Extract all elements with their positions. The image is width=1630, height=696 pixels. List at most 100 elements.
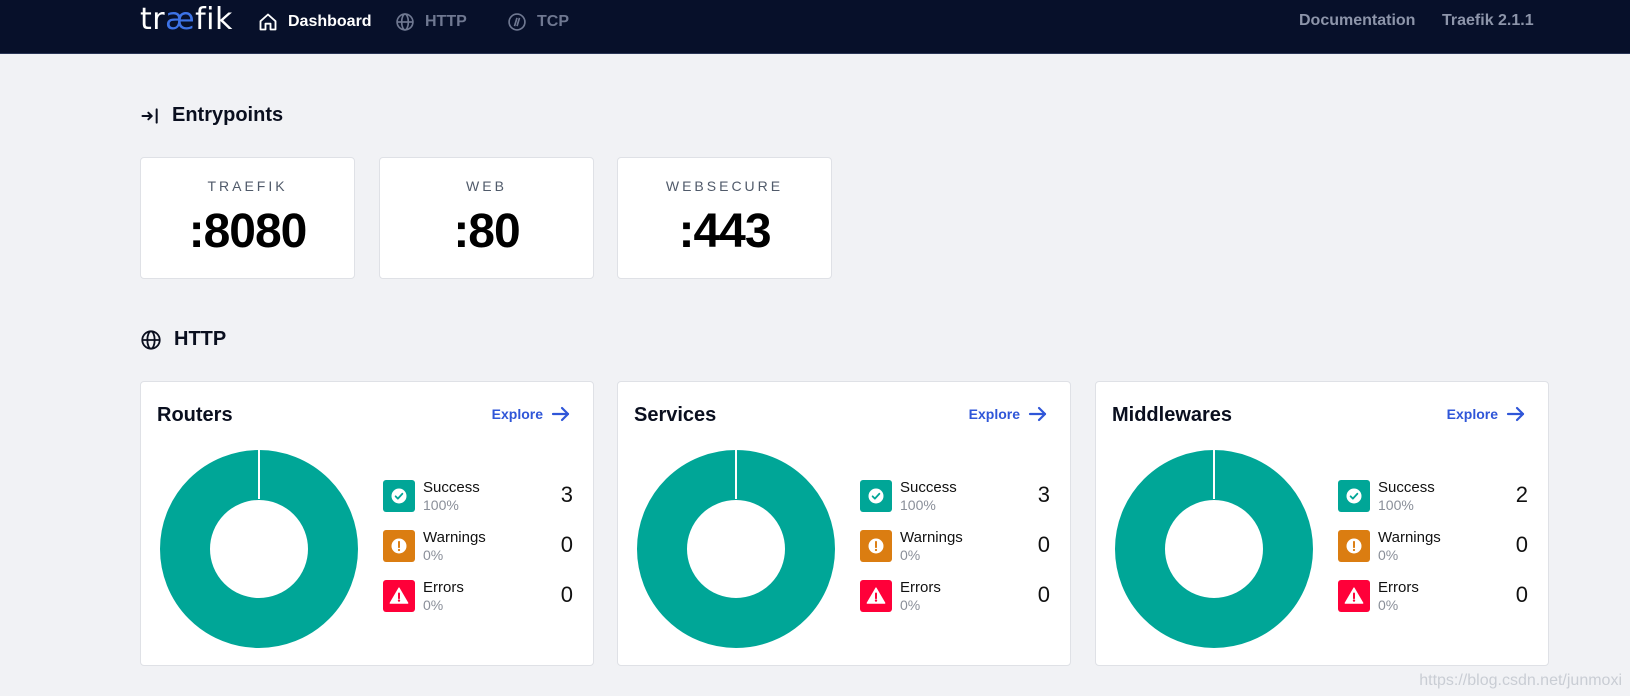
entrypoint-name: TRAEFIK (207, 178, 288, 194)
warning-icon (868, 538, 884, 554)
legend-count: 0 (560, 582, 573, 607)
stat-card-middlewares: Middlewares Explore Success 100% 2 Warnings 0%… (1095, 381, 1549, 666)
explore-link[interactable]: Explore (1447, 406, 1526, 422)
top-navbar: træfik Dashboard HTTP TCP Documentation … (0, 0, 1630, 54)
entrypoint-card-web: WEB :80 (379, 157, 594, 279)
stat-card-title: Services (634, 404, 717, 426)
status-donut-chart (1115, 449, 1313, 648)
section-title-text: Entrypoints (172, 104, 284, 126)
legend-label: Errors (1378, 579, 1419, 596)
check-icon (391, 488, 407, 504)
legend-errors: Errors 0% 0 (383, 579, 573, 615)
legend-count: 3 (560, 482, 573, 507)
error-icon (1344, 587, 1364, 604)
explore-label: Explore (968, 406, 1020, 422)
legend-success-badge (383, 480, 415, 512)
legend-errors-badge (1338, 580, 1370, 612)
legend-warnings-badge (860, 530, 892, 562)
error-icon (866, 587, 886, 604)
legend-count: 0 (1037, 532, 1050, 557)
legend-percent: 0% (1378, 547, 1399, 563)
entrypoint-port: :443 (678, 205, 771, 258)
stat-card-services: Services Explore Success 100% 3 Warnings 0% 0 Er… (617, 381, 1071, 666)
traefik-logo[interactable]: træfik (140, 2, 233, 37)
legend-warnings-badge (1338, 530, 1370, 562)
globe-icon (396, 13, 414, 31)
entrypoint-card-websecure: WEBSECURE :443 (617, 157, 832, 279)
entrypoint-icon (141, 107, 158, 124)
legend-count: 2 (1515, 482, 1528, 507)
http-section-title: HTTP (140, 328, 226, 351)
check-icon (868, 488, 884, 504)
legend-label: Success (900, 479, 957, 496)
nav-item-dashboard[interactable]: Dashboard (258, 8, 372, 36)
arrow-right-icon (1028, 406, 1047, 422)
nav-item-http[interactable]: HTTP (395, 8, 467, 36)
nav-item-tcp[interactable]: TCP (507, 8, 569, 36)
legend-percent: 0% (900, 547, 921, 563)
version-label: Traefik 2.1.1 (1442, 12, 1534, 29)
legend-label: Warnings (423, 529, 486, 546)
entrypoint-name: WEBSECURE (665, 178, 784, 194)
entrypoint-name: WEB (466, 178, 507, 194)
legend-percent: 0% (423, 597, 444, 613)
globe-icon (141, 329, 161, 350)
arrow-right-icon (551, 406, 570, 422)
stat-card-title: Middlewares (1112, 404, 1233, 426)
entrypoints-section-title: Entrypoints (140, 104, 283, 127)
entrypoint-port: :80 (453, 205, 520, 258)
warning-icon (1346, 538, 1362, 554)
nav-item-label: TCP (537, 13, 569, 30)
documentation-link[interactable]: Documentation (1299, 12, 1416, 29)
watermark: https://blog.csdn.net/junmoxi (1419, 672, 1622, 689)
status-donut-chart (160, 449, 358, 648)
legend-label: Success (1378, 479, 1435, 496)
legend-errors: Errors 0% 0 (1338, 579, 1528, 615)
legend-count: 0 (1515, 532, 1528, 557)
check-icon (1346, 488, 1362, 504)
explore-link[interactable]: Explore (492, 406, 571, 422)
arrow-right-icon (1506, 406, 1525, 422)
legend-percent: 0% (1378, 597, 1399, 613)
legend-percent: 0% (423, 547, 444, 563)
home-icon (259, 13, 277, 31)
legend-percent: 100% (1378, 497, 1414, 513)
explore-label: Explore (1446, 406, 1498, 422)
legend-errors-badge (383, 580, 415, 612)
legend-count: 0 (560, 532, 573, 557)
legend-warnings: Warnings 0% 0 (383, 529, 573, 565)
nav-item-label: HTTP (425, 13, 467, 30)
legend-warnings-badge (383, 530, 415, 562)
entrypoint-port: :8080 (188, 205, 308, 258)
legend-success-badge (1338, 480, 1370, 512)
legend-success: Success 100% 3 (383, 479, 573, 515)
legend-count: 0 (1515, 582, 1528, 607)
legend-percent: 0% (900, 597, 921, 613)
error-icon (389, 587, 409, 604)
explore-label: Explore (491, 406, 543, 422)
legend-errors: Errors 0% 0 (860, 579, 1050, 615)
legend-success: Success 100% 3 (860, 479, 1050, 515)
legend-errors-badge (860, 580, 892, 612)
legend-label: Warnings (900, 529, 963, 546)
warning-icon (391, 538, 407, 554)
legend-percent: 100% (423, 497, 459, 513)
legend-label: Errors (900, 579, 941, 596)
stat-card-routers: Routers Explore Success 100% 3 Warnings 0% 0 Err… (140, 381, 594, 666)
legend-success-badge (860, 480, 892, 512)
nav-item-label: Dashboard (288, 13, 372, 30)
legend-warnings: Warnings 0% 0 (860, 529, 1050, 565)
stat-card-title: Routers (157, 404, 233, 426)
legend-label: Success (423, 479, 480, 496)
legend-label: Errors (423, 579, 464, 596)
entrypoint-card-traefik: TRAEFIK :8080 (140, 157, 355, 279)
legend-success: Success 100% 2 (1338, 479, 1528, 515)
legend-label: Warnings (1378, 529, 1441, 546)
legend-count: 3 (1037, 482, 1050, 507)
legend-warnings: Warnings 0% 0 (1338, 529, 1528, 565)
status-donut-chart (637, 449, 835, 648)
explore-link[interactable]: Explore (969, 406, 1048, 422)
section-title-text: HTTP (174, 328, 227, 350)
tcp-icon (508, 13, 526, 31)
legend-count: 0 (1037, 582, 1050, 607)
